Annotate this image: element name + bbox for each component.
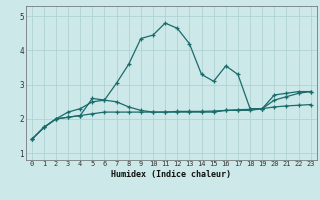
- X-axis label: Humidex (Indice chaleur): Humidex (Indice chaleur): [111, 170, 231, 179]
